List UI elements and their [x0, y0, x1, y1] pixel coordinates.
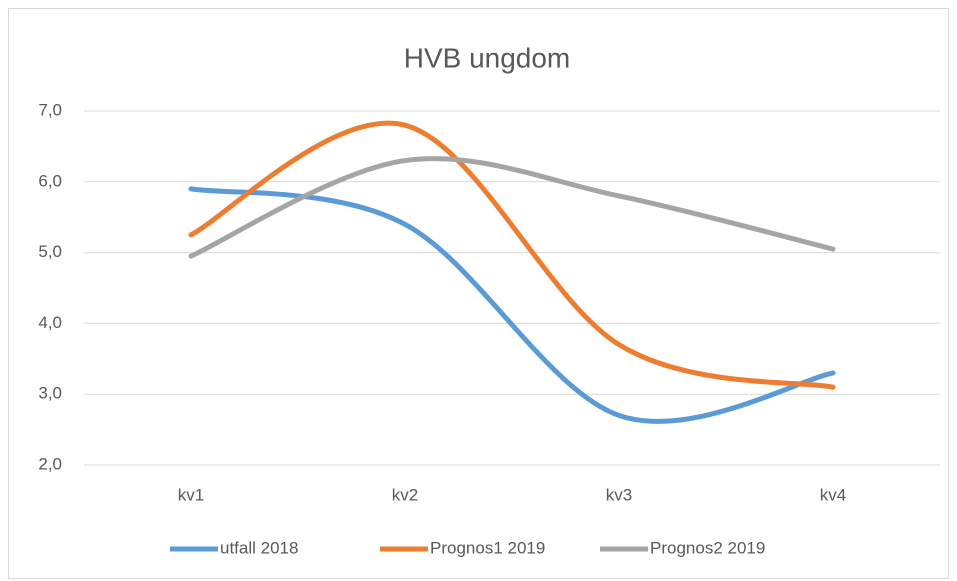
y-tick-label: 3,0 — [38, 384, 62, 403]
x-tick-label: kv2 — [392, 485, 418, 504]
legend-label: Prognos1 2019 — [430, 538, 545, 557]
x-tick-label: kv4 — [820, 485, 846, 504]
y-tick-label: 4,0 — [38, 313, 62, 332]
legend-label: Prognos2 2019 — [650, 538, 765, 557]
legend-label: utfall 2018 — [220, 538, 298, 557]
x-tick-label: kv1 — [178, 485, 204, 504]
y-tick-label: 2,0 — [38, 454, 62, 473]
y-tick-label: 6,0 — [38, 171, 62, 190]
chart-border — [8, 8, 949, 579]
chart-title: HVB ungdom — [404, 42, 571, 73]
y-tick-label: 5,0 — [38, 242, 62, 261]
line-series — [188, 120, 836, 390]
y-tick-label: 7,0 — [38, 100, 62, 119]
line-series — [188, 156, 836, 259]
x-tick-label: kv3 — [606, 485, 632, 504]
line-series — [188, 186, 836, 424]
